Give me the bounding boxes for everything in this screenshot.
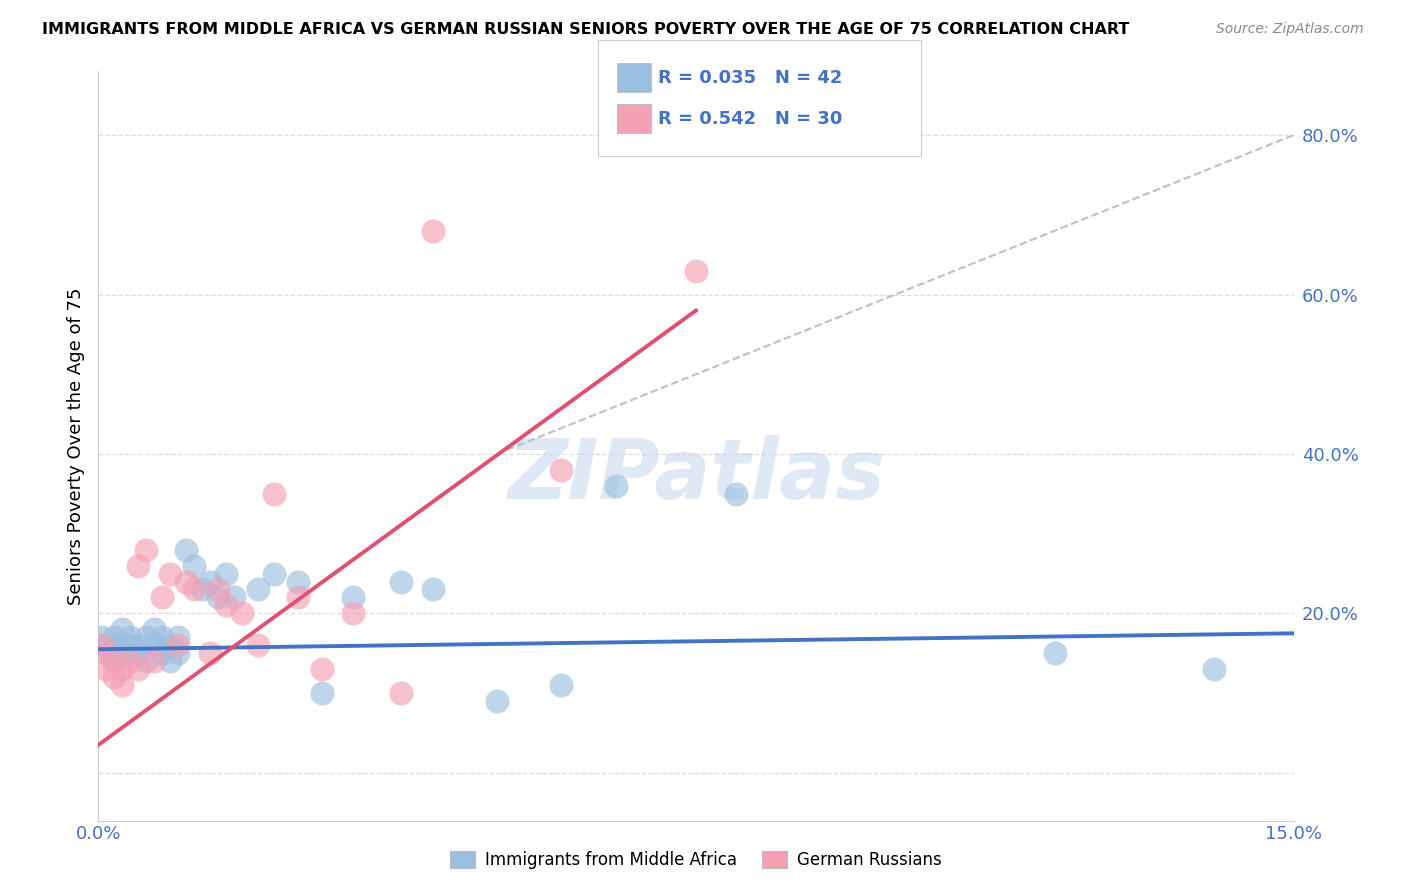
Point xyxy=(111,623,134,637)
Point xyxy=(103,630,125,644)
Point xyxy=(263,487,285,501)
Point xyxy=(605,479,627,493)
Point xyxy=(222,591,245,605)
Point xyxy=(91,638,114,652)
Point xyxy=(191,582,214,597)
Point xyxy=(246,582,269,597)
Point xyxy=(207,582,229,597)
Point xyxy=(389,574,412,589)
Text: 0.0%: 0.0% xyxy=(76,824,121,843)
Point xyxy=(120,638,142,652)
Point xyxy=(150,630,173,644)
Point xyxy=(485,694,508,708)
Point xyxy=(143,623,166,637)
Point xyxy=(98,646,122,660)
Point xyxy=(159,654,181,668)
Point xyxy=(246,638,269,652)
Point xyxy=(111,662,134,676)
Point xyxy=(174,542,197,557)
Point xyxy=(342,591,364,605)
Point xyxy=(111,678,134,692)
Point xyxy=(103,654,125,668)
Point xyxy=(183,558,205,573)
Point xyxy=(1202,662,1225,676)
Legend: Immigrants from Middle Africa, German Russians: Immigrants from Middle Africa, German Ru… xyxy=(443,845,949,876)
Point xyxy=(150,646,173,660)
Point xyxy=(389,686,412,700)
Point xyxy=(150,591,173,605)
Point xyxy=(96,638,118,652)
Point xyxy=(550,463,572,477)
Text: IMMIGRANTS FROM MIDDLE AFRICA VS GERMAN RUSSIAN SENIORS POVERTY OVER THE AGE OF : IMMIGRANTS FROM MIDDLE AFRICA VS GERMAN … xyxy=(42,22,1129,37)
Point xyxy=(167,630,190,644)
Point xyxy=(167,646,190,660)
Point xyxy=(103,670,125,684)
Point xyxy=(311,686,333,700)
Text: R = 0.542   N = 30: R = 0.542 N = 30 xyxy=(658,110,842,128)
Point xyxy=(1043,646,1066,660)
Point xyxy=(311,662,333,676)
Point xyxy=(167,638,190,652)
Point xyxy=(127,638,149,652)
Point xyxy=(342,607,364,621)
Point xyxy=(159,566,181,581)
Point xyxy=(135,630,157,644)
Point xyxy=(215,566,238,581)
Point xyxy=(135,654,157,668)
Point xyxy=(198,574,221,589)
Point xyxy=(198,646,221,660)
Y-axis label: Seniors Poverty Over the Age of 75: Seniors Poverty Over the Age of 75 xyxy=(66,287,84,605)
Point xyxy=(143,654,166,668)
Point xyxy=(174,574,197,589)
Point xyxy=(91,630,114,644)
Text: Source: ZipAtlas.com: Source: ZipAtlas.com xyxy=(1216,22,1364,37)
Point xyxy=(143,638,166,652)
Point xyxy=(685,263,707,277)
Text: ZIPatlas: ZIPatlas xyxy=(508,435,884,516)
Point xyxy=(231,607,253,621)
Point xyxy=(215,599,238,613)
Point xyxy=(103,654,125,668)
Point xyxy=(127,662,149,676)
Point xyxy=(120,654,142,668)
Text: 15.0%: 15.0% xyxy=(1265,824,1322,843)
Point xyxy=(127,558,149,573)
Point xyxy=(135,542,157,557)
Text: R = 0.035   N = 42: R = 0.035 N = 42 xyxy=(658,69,842,87)
Point xyxy=(96,646,118,660)
Point xyxy=(107,638,129,652)
Point xyxy=(96,662,118,676)
Point xyxy=(422,582,444,597)
Point xyxy=(287,591,309,605)
Point xyxy=(183,582,205,597)
Point xyxy=(159,638,181,652)
Point xyxy=(550,678,572,692)
Point xyxy=(120,630,142,644)
Point xyxy=(422,224,444,238)
Point xyxy=(263,566,285,581)
Point xyxy=(724,487,747,501)
Point xyxy=(287,574,309,589)
Point xyxy=(111,646,134,660)
Point xyxy=(127,646,149,660)
Point xyxy=(207,591,229,605)
